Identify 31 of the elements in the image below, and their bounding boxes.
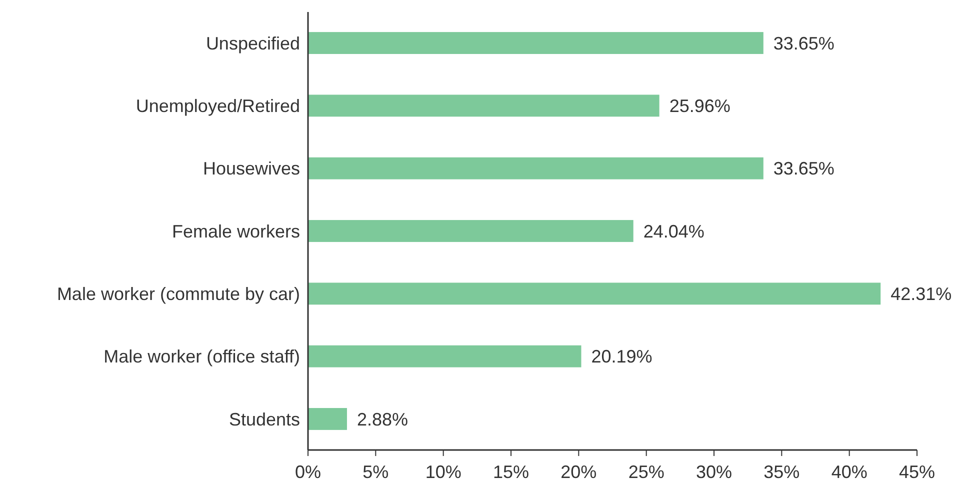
bar	[308, 157, 764, 180]
bar	[308, 345, 582, 368]
y-tick-label: Housewives	[202, 158, 300, 179]
x-tick-label: 0%	[294, 462, 322, 482]
bar	[308, 32, 764, 54]
bar	[308, 282, 881, 305]
x-tick-label: 25%	[628, 462, 664, 482]
y-tick-label: Unspecified	[206, 33, 300, 54]
x-tick-label: 20%	[560, 462, 597, 482]
x-tick-label: 40%	[831, 462, 868, 482]
data-label: 25.96%	[669, 96, 730, 116]
data-label: 2.88%	[356, 409, 408, 430]
x-tick-label: 5%	[362, 462, 389, 482]
data-label: 20.19%	[591, 346, 652, 367]
data-label: 24.04%	[643, 221, 704, 242]
bar	[308, 94, 660, 117]
x-tick-label: 30%	[696, 462, 732, 482]
x-tick-label: 45%	[898, 462, 936, 482]
x-tick-label: 35%	[764, 462, 800, 482]
bar	[308, 220, 634, 242]
bar	[308, 408, 347, 430]
data-label: 42.31%	[890, 284, 952, 304]
y-tick-label: Male worker (office staff)	[104, 346, 300, 367]
y-tick-label: Male worker (commute by car)	[56, 284, 300, 304]
x-tick-label: 10%	[425, 462, 462, 482]
data-label: 33.65%	[773, 33, 834, 54]
data-label: 33.65%	[773, 158, 834, 179]
y-tick-label: Female workers	[172, 221, 300, 242]
y-tick-label: Students	[228, 409, 300, 430]
x-tick-label: 15%	[492, 462, 530, 482]
y-tick-label: Unemployed/Retired	[136, 96, 300, 116]
